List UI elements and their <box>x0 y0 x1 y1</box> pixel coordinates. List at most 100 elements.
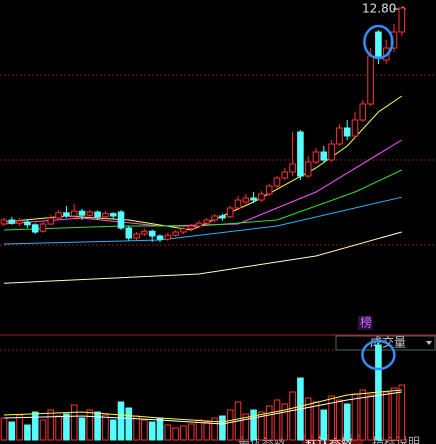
volume-bar <box>125 407 133 441</box>
candle-body <box>250 197 257 201</box>
candle-body <box>16 220 23 224</box>
grid <box>0 74 436 246</box>
volume-bar <box>117 401 125 441</box>
candle-body <box>343 127 351 137</box>
candle-body <box>39 223 47 232</box>
ma-line <box>3 391 402 425</box>
candle-body <box>234 199 242 209</box>
candle-body <box>70 210 78 217</box>
highlight-circle <box>363 24 394 60</box>
volume-bar <box>211 417 218 441</box>
volume-bar <box>258 411 265 441</box>
volume-bar <box>367 394 374 441</box>
volume-bar <box>63 413 70 441</box>
volume-bar <box>219 415 226 441</box>
volume-bar <box>55 415 62 441</box>
candle-body <box>226 207 234 218</box>
volume-bar <box>39 419 47 441</box>
volume-bar <box>250 409 257 441</box>
volume-bar <box>141 419 148 441</box>
volume-bar <box>164 424 172 441</box>
candle-body <box>195 222 203 227</box>
candle-body <box>359 103 367 121</box>
candle-body <box>281 171 289 179</box>
candle-body <box>187 225 195 230</box>
badge-box <box>358 316 372 330</box>
candle-body <box>78 210 86 216</box>
candle-body <box>375 31 382 57</box>
candle-body <box>55 212 62 219</box>
badge: 榜 <box>360 315 372 330</box>
volume-bar <box>172 427 179 441</box>
volume-bar <box>148 421 156 441</box>
candle-body <box>156 235 164 240</box>
candle-body <box>273 177 281 187</box>
volume-bar <box>47 409 55 441</box>
volume-bar <box>8 421 16 441</box>
candle-body <box>148 230 156 237</box>
candle-body <box>289 163 296 173</box>
volume-bar <box>31 411 39 441</box>
volume-bar <box>156 417 164 441</box>
volume-bar <box>187 423 195 441</box>
volume-bar <box>226 409 234 441</box>
candle-body <box>398 7 406 33</box>
candle-body <box>31 224 39 233</box>
volume-bar <box>70 404 78 441</box>
candle-body <box>265 185 273 195</box>
volume-bar <box>203 421 211 441</box>
candle-body <box>328 143 335 161</box>
candle-body <box>172 231 179 236</box>
volume-bar <box>109 419 117 441</box>
candle-body <box>141 230 148 235</box>
candle-body <box>133 233 140 239</box>
ma-line <box>3 169 403 231</box>
volume-bar <box>24 424 31 441</box>
volume-bar <box>16 414 23 441</box>
volume-bar <box>94 411 101 441</box>
volume-bar <box>180 425 187 441</box>
ma-line <box>3 196 402 245</box>
candle-body <box>203 219 211 224</box>
candle-body <box>8 219 16 224</box>
dropdown-arrow <box>426 341 432 345</box>
volume-bar <box>0 417 8 441</box>
candle-body <box>109 213 117 217</box>
volume-bar <box>304 397 312 441</box>
volume-bar <box>242 413 250 441</box>
candle-body <box>125 227 133 239</box>
volume-bar <box>265 405 273 441</box>
candle-body <box>63 212 70 217</box>
candle-body <box>297 131 304 177</box>
ma-line <box>3 389 402 423</box>
candle-body <box>164 234 172 240</box>
candle-body <box>180 228 187 233</box>
price-label: 12.80 <box>362 2 396 16</box>
volume-bar <box>351 393 359 441</box>
volume-bar <box>398 384 406 441</box>
volume-bar <box>336 399 343 441</box>
volume-bar <box>86 409 94 441</box>
candle-body <box>102 213 109 218</box>
volume-bar <box>382 391 390 441</box>
candle-body <box>94 211 101 218</box>
volume-bar <box>133 415 140 441</box>
candle-body <box>351 119 359 137</box>
candle-body <box>336 127 343 145</box>
candle-body <box>117 211 125 229</box>
candle-body <box>304 161 312 177</box>
highlight-circle <box>361 339 396 371</box>
ma-line <box>3 231 402 284</box>
candle-body <box>86 211 94 216</box>
candle-body <box>24 221 31 226</box>
candle-body <box>242 197 250 203</box>
volume-bar <box>273 399 281 441</box>
volume-bar <box>359 389 367 441</box>
candle-body <box>0 219 8 225</box>
candle-body <box>367 55 374 105</box>
volume-bar <box>320 409 328 441</box>
volume-bar <box>78 417 86 441</box>
candle-body <box>47 217 55 225</box>
